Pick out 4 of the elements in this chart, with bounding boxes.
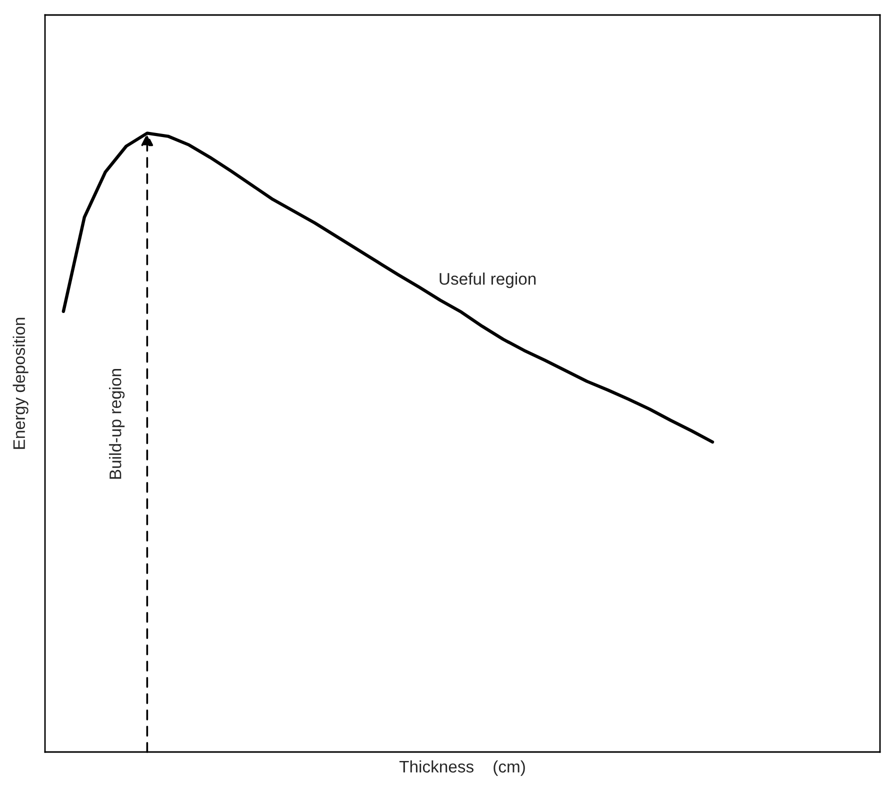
annotation: Useful region bbox=[440, 272, 536, 288]
annotation: Build-up region bbox=[109, 369, 125, 479]
y-axis-title: Energy deposition bbox=[12, 318, 28, 449]
x-axis-title: Thickness (cm) bbox=[399, 760, 525, 776]
